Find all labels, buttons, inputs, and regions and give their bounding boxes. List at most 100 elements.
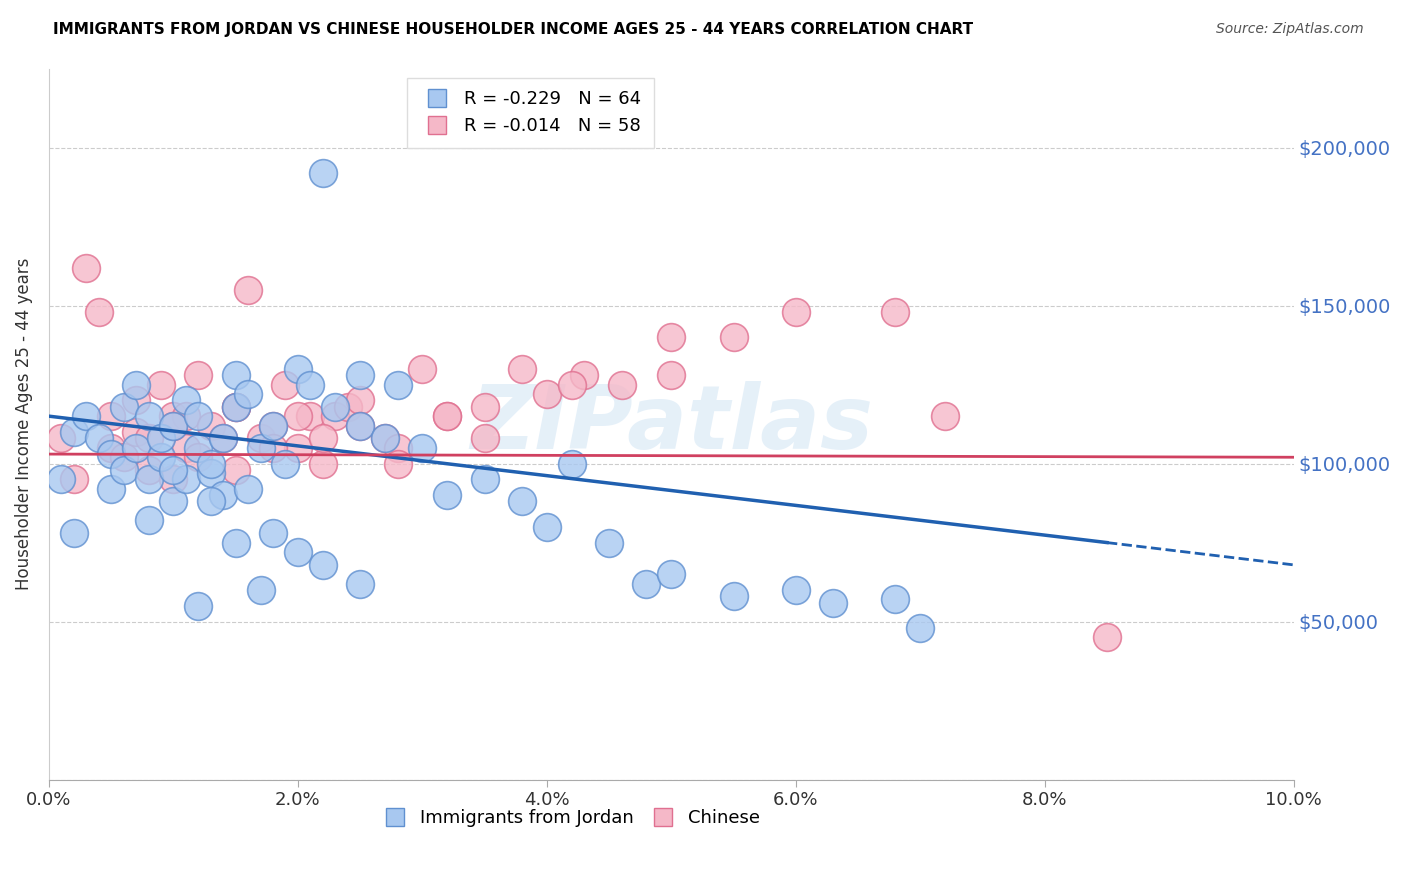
Point — [236, 482, 259, 496]
Point — [236, 283, 259, 297]
Point — [574, 368, 596, 382]
Point — [262, 526, 284, 541]
Point — [174, 441, 197, 455]
Point — [100, 447, 122, 461]
Point — [225, 400, 247, 414]
Text: ZIPatlas: ZIPatlas — [470, 381, 873, 467]
Point — [150, 377, 173, 392]
Point — [411, 361, 433, 376]
Point — [312, 166, 335, 180]
Point — [100, 441, 122, 455]
Point — [75, 260, 97, 275]
Point — [785, 582, 807, 597]
Point — [823, 596, 845, 610]
Point — [661, 567, 683, 582]
Point — [87, 305, 110, 319]
Point — [162, 472, 184, 486]
Point — [536, 387, 558, 401]
Point — [51, 431, 73, 445]
Point — [225, 368, 247, 382]
Point — [274, 457, 297, 471]
Point — [349, 393, 371, 408]
Point — [287, 441, 309, 455]
Point — [349, 576, 371, 591]
Point — [561, 457, 583, 471]
Point — [212, 431, 235, 445]
Point — [349, 418, 371, 433]
Point — [138, 513, 160, 527]
Point — [150, 450, 173, 465]
Point — [150, 431, 173, 445]
Point — [200, 457, 222, 471]
Point — [63, 526, 86, 541]
Point — [100, 409, 122, 424]
Point — [387, 441, 409, 455]
Point — [910, 621, 932, 635]
Point — [312, 558, 335, 572]
Point — [336, 400, 359, 414]
Point — [387, 377, 409, 392]
Point — [63, 472, 86, 486]
Point — [187, 450, 209, 465]
Point — [249, 431, 271, 445]
Point — [287, 545, 309, 559]
Point — [474, 431, 496, 445]
Point — [225, 400, 247, 414]
Point — [1095, 631, 1118, 645]
Point — [174, 393, 197, 408]
Point — [510, 361, 533, 376]
Point — [249, 582, 271, 597]
Point — [187, 599, 209, 613]
Point — [262, 441, 284, 455]
Point — [723, 330, 745, 344]
Point — [125, 425, 148, 439]
Point — [661, 368, 683, 382]
Y-axis label: Householder Income Ages 25 - 44 years: Householder Income Ages 25 - 44 years — [15, 258, 32, 591]
Point — [374, 431, 396, 445]
Point — [785, 305, 807, 319]
Point — [75, 409, 97, 424]
Legend: Immigrants from Jordan, Chinese: Immigrants from Jordan, Chinese — [377, 802, 768, 835]
Point — [187, 441, 209, 455]
Point — [349, 418, 371, 433]
Point — [162, 418, 184, 433]
Point — [287, 361, 309, 376]
Point — [87, 431, 110, 445]
Point — [312, 431, 335, 445]
Point — [636, 576, 658, 591]
Point — [162, 409, 184, 424]
Point — [200, 494, 222, 508]
Point — [312, 457, 335, 471]
Point — [610, 377, 633, 392]
Point — [187, 368, 209, 382]
Point — [162, 418, 184, 433]
Point — [200, 418, 222, 433]
Point — [187, 409, 209, 424]
Point — [387, 457, 409, 471]
Point — [274, 377, 297, 392]
Point — [174, 472, 197, 486]
Point — [411, 441, 433, 455]
Point — [934, 409, 956, 424]
Point — [299, 377, 322, 392]
Point — [225, 463, 247, 477]
Point — [200, 466, 222, 480]
Point — [436, 409, 458, 424]
Point — [138, 472, 160, 486]
Point — [162, 494, 184, 508]
Point — [474, 400, 496, 414]
Point — [100, 482, 122, 496]
Point — [436, 409, 458, 424]
Text: IMMIGRANTS FROM JORDAN VS CHINESE HOUSEHOLDER INCOME AGES 25 - 44 YEARS CORRELAT: IMMIGRANTS FROM JORDAN VS CHINESE HOUSEH… — [53, 22, 973, 37]
Point — [262, 418, 284, 433]
Point — [436, 488, 458, 502]
Point — [162, 463, 184, 477]
Point — [236, 387, 259, 401]
Point — [112, 463, 135, 477]
Point — [63, 425, 86, 439]
Point — [323, 409, 346, 424]
Text: Source: ZipAtlas.com: Source: ZipAtlas.com — [1216, 22, 1364, 37]
Point — [138, 409, 160, 424]
Point — [174, 409, 197, 424]
Point — [561, 377, 583, 392]
